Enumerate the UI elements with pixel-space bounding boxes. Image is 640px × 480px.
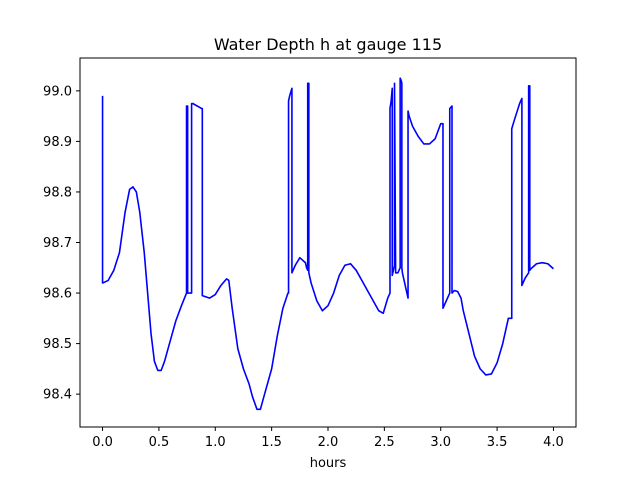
y-tick-label: 98.5 [43, 337, 72, 352]
x-tick-label: 1.5 [261, 435, 282, 450]
x-axis: 0.0 0.5 1.0 1.5 2.0 2.5 3.0 3.5 4.0 [92, 427, 564, 450]
x-tick-label: 3.0 [430, 435, 451, 450]
y-tick-label: 98.4 [43, 388, 72, 403]
x-tick-label: 2.0 [318, 435, 339, 450]
y-axis: 98.4 98.5 98.6 98.7 98.8 98.9 99.0 [43, 84, 80, 403]
chart-title: Water Depth h at gauge 115 [214, 35, 442, 54]
y-tick-label: 98.6 [43, 287, 72, 302]
y-tick-label: 98.7 [43, 236, 72, 251]
x-tick-label: 3.5 [487, 435, 508, 450]
series-line-0 [101, 77, 554, 411]
x-axis-label: hours [310, 456, 347, 471]
x-tick-label: 1.0 [205, 435, 226, 450]
x-tick-label: 0.5 [149, 435, 170, 450]
y-tick-label: 99.0 [43, 84, 72, 99]
x-tick-label: 4.0 [543, 435, 564, 450]
x-tick-label: 2.5 [374, 435, 395, 450]
y-tick-label: 98.9 [43, 135, 72, 150]
plot-area [101, 77, 554, 411]
y-tick-label: 98.8 [43, 185, 72, 200]
x-tick-label: 0.0 [92, 435, 113, 450]
